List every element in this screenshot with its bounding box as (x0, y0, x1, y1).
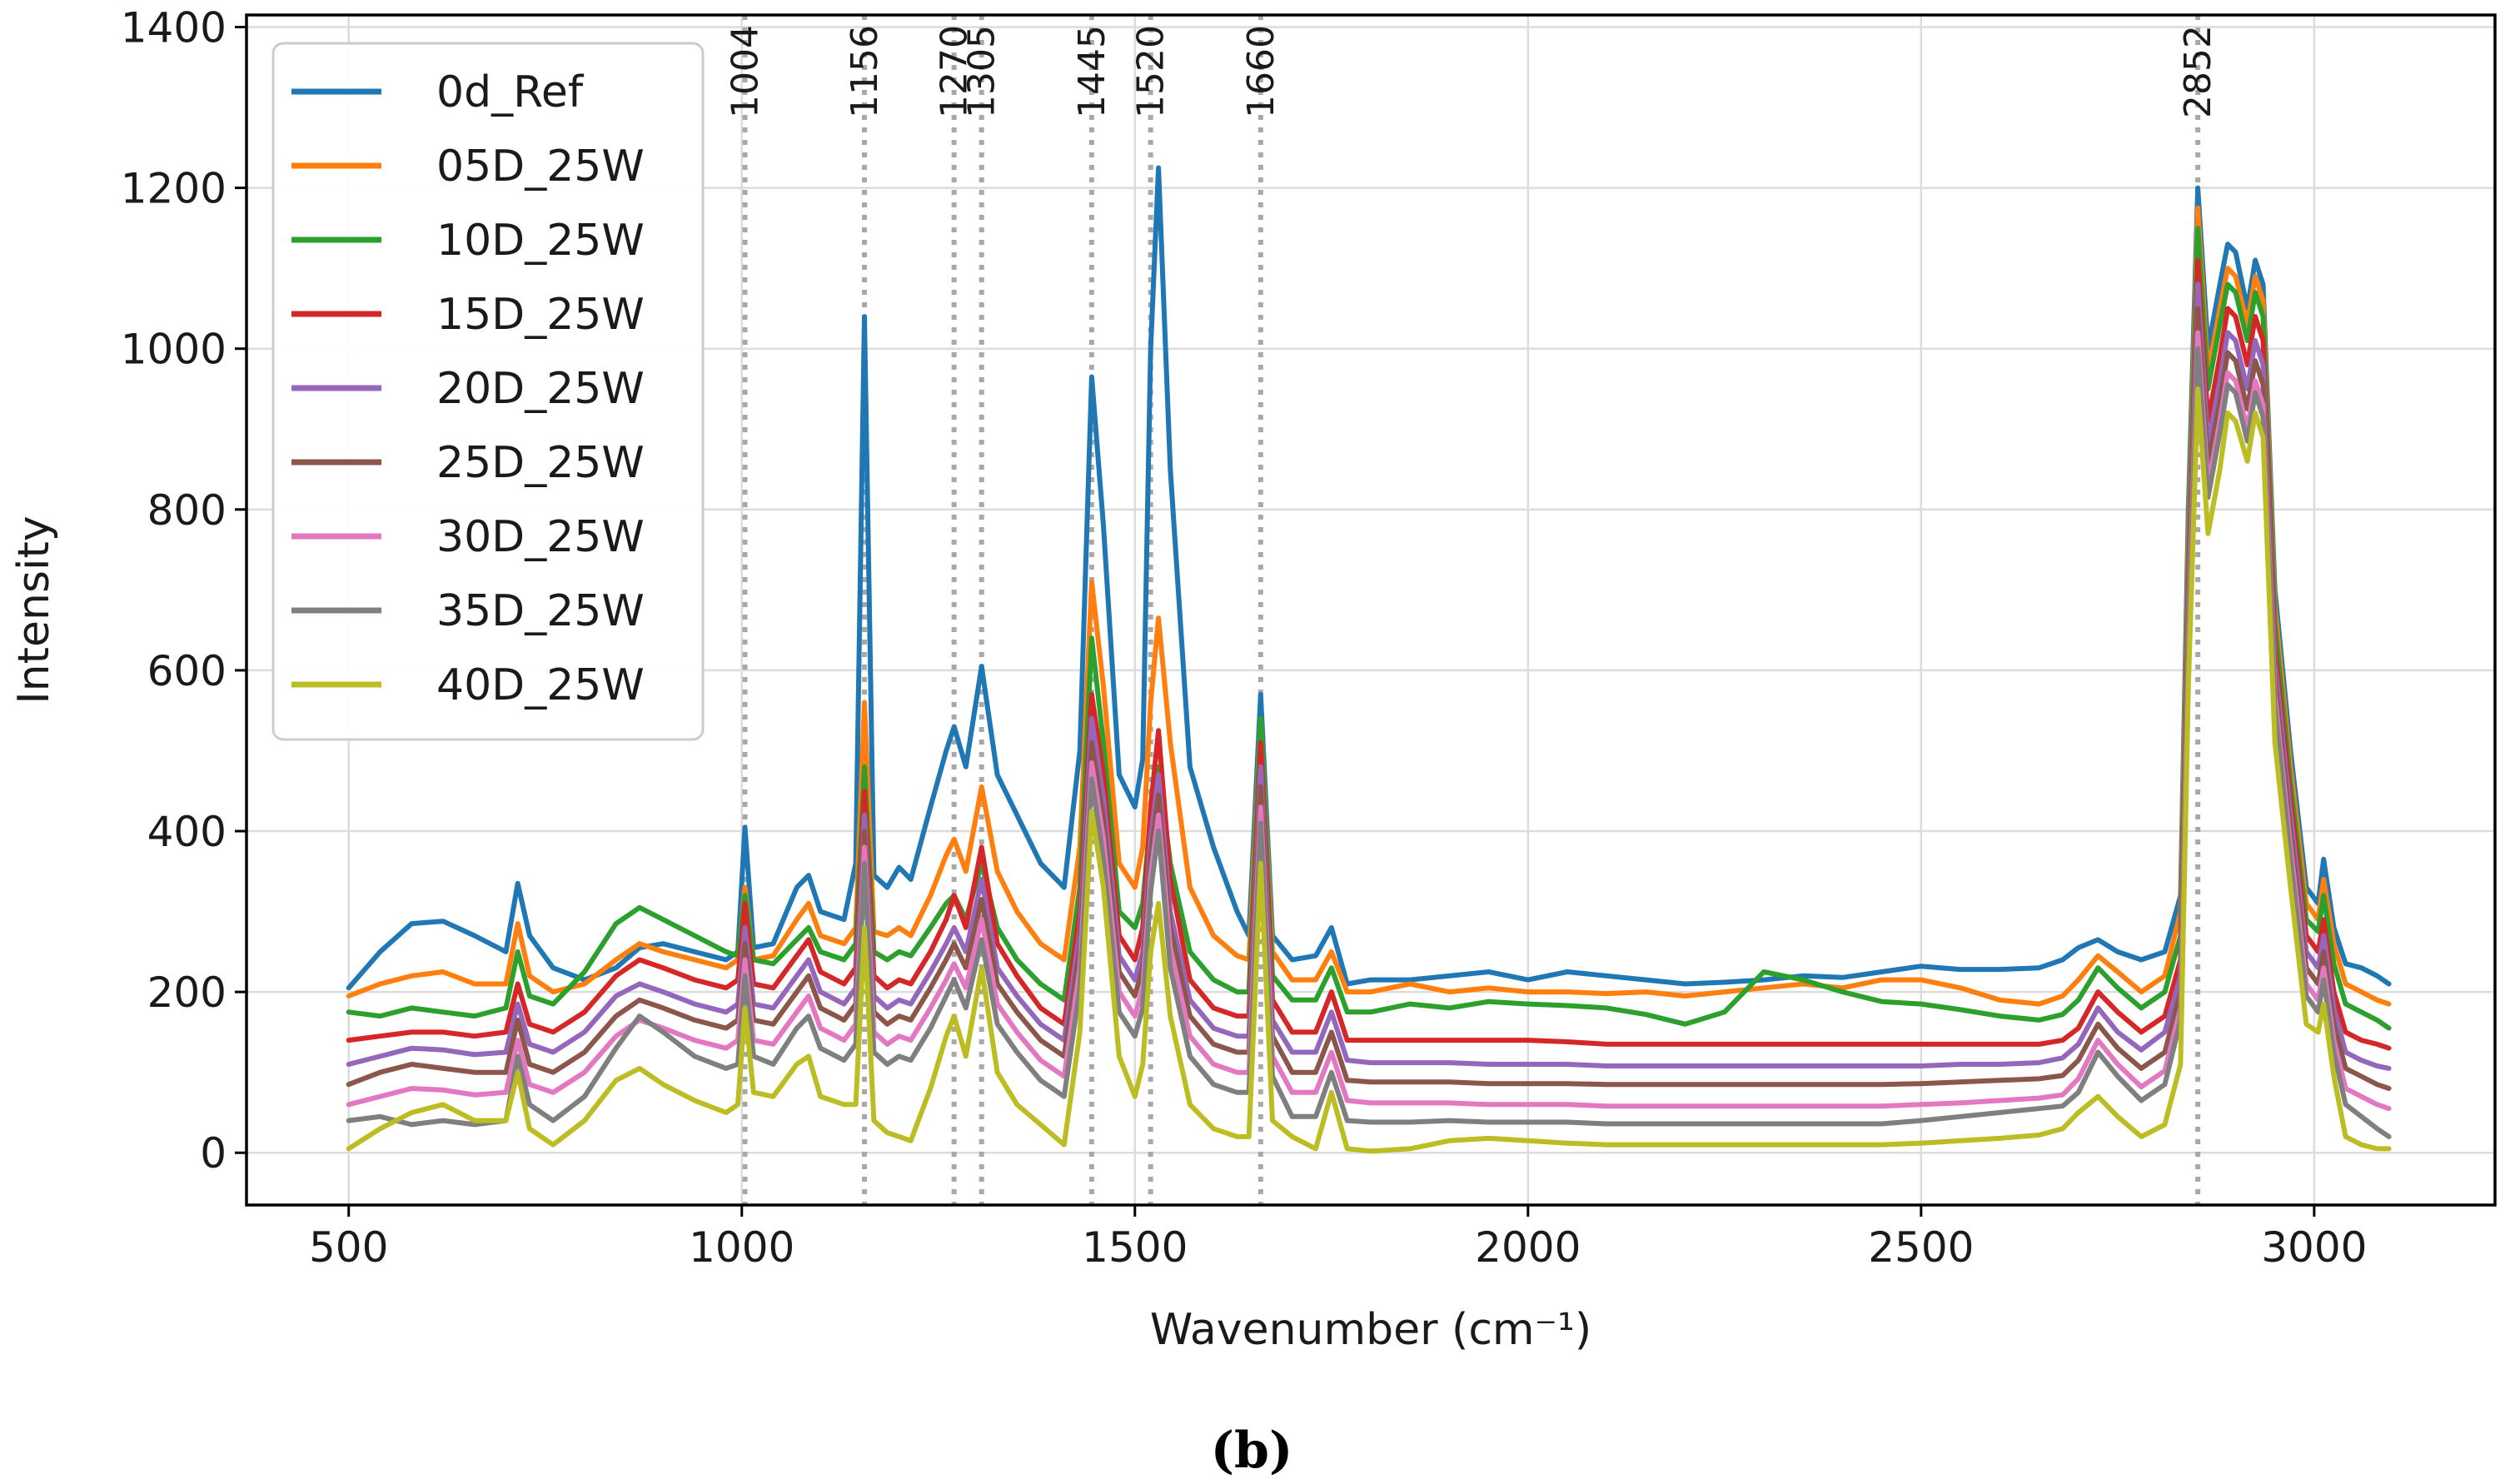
y-tick-label: 400 (147, 808, 227, 856)
legend-label: 30D_25W (436, 512, 645, 562)
legend-label: 10D_25W (436, 216, 645, 266)
legend-label: 0d_Ref (436, 67, 585, 117)
y-axis: 0 200 400 600 800 1000 1200 1400 (121, 3, 247, 1178)
peak-label: 1156 (844, 25, 886, 118)
legend-label: 40D_25W (436, 660, 645, 710)
x-axis: 500 1000 1500 2000 2500 3000 (309, 1205, 2367, 1272)
series-lines (346, 165, 2392, 1154)
legend-box (271, 42, 705, 741)
y-tick-label: 200 (147, 969, 227, 1017)
figure-caption: (b) (1211, 1422, 1293, 1480)
y-tick-label: 1400 (121, 3, 227, 52)
peak-label: 1520 (1130, 25, 1173, 118)
peak-label: 2852 (2177, 25, 2219, 118)
y-tick-label: 800 (147, 486, 227, 535)
peak-label: 1305 (961, 25, 1003, 118)
x-tick-label: 500 (309, 1223, 388, 1272)
legend-label: 15D_25W (436, 290, 645, 340)
legend-label: 25D_25W (436, 438, 645, 488)
legend-label: 20D_25W (436, 364, 645, 414)
peak-label: 1660 (1240, 25, 1282, 118)
y-tick-label: 1200 (121, 165, 227, 213)
y-tick-label: 1000 (121, 326, 227, 374)
x-tick-label: 2000 (1475, 1223, 1581, 1272)
peak-label: 1445 (1071, 25, 1113, 118)
y-axis-title: Intensity (9, 515, 59, 704)
series-line (346, 386, 2392, 1154)
x-tick-label: 3000 (2261, 1223, 2367, 1272)
plot-frame (245, 13, 2497, 1207)
x-tick-label: 2500 (1868, 1223, 1974, 1272)
x-tick-label: 1500 (1082, 1223, 1188, 1272)
legend: 0d_Ref 05D_25W 10D_25W 15D_25W 20D_25W 25D_25… (271, 42, 705, 741)
y-tick-label: 600 (147, 647, 227, 695)
x-tick-label: 1000 (689, 1223, 794, 1272)
peak-label: 1270 (934, 25, 976, 118)
peak-markers (742, 15, 2201, 1205)
peak-label: 1004 (725, 25, 767, 118)
y-tick-label: 0 (200, 1129, 227, 1178)
legend-label: 35D_25W (436, 586, 645, 636)
legend-label: 05D_25W (436, 142, 645, 192)
x-axis-title: Wavenumber (cm⁻¹) (1150, 1305, 1591, 1355)
